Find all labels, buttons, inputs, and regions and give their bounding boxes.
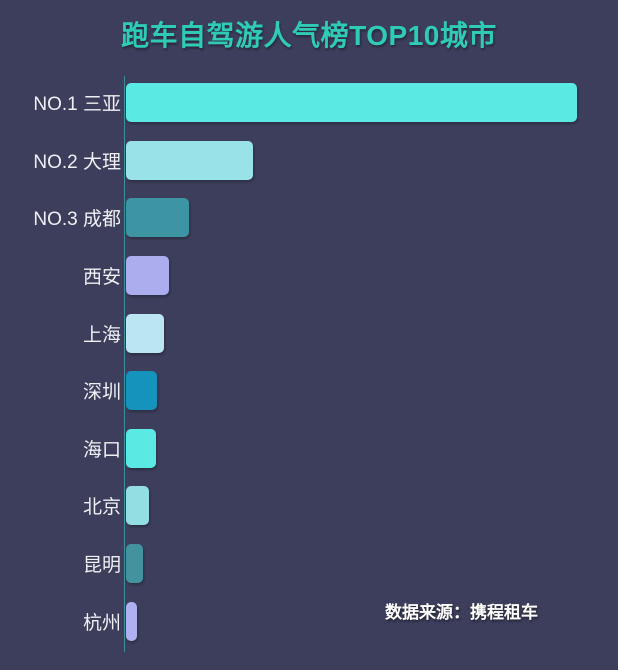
- bar-label: 海口: [82, 439, 121, 461]
- bar-label: 昆明: [82, 555, 121, 577]
- chart-row: NO.3 成都: [0, 189, 618, 247]
- chart-row: 昆明: [0, 535, 618, 593]
- bar: [126, 544, 144, 584]
- bar-label: 深圳: [82, 382, 121, 404]
- bar-label: 北京: [82, 497, 121, 519]
- bar: [126, 256, 169, 296]
- chart-row: 海口: [0, 420, 618, 478]
- bar: [126, 198, 190, 238]
- bar-label: NO.1 三亚: [33, 94, 121, 116]
- bar: [126, 313, 164, 353]
- chart-row: NO.1 三亚: [0, 74, 618, 132]
- y-axis-line: [124, 76, 125, 652]
- bar-label: NO.3 成都: [33, 209, 121, 231]
- bar: [126, 371, 158, 411]
- data-source-note: 数据来源：携程租车: [385, 603, 538, 622]
- chart-row: 杭州: [0, 592, 618, 650]
- bar: [126, 486, 149, 526]
- bar-label: NO.2 大理: [33, 151, 121, 173]
- bar-label: 上海: [82, 324, 121, 346]
- chart-row: 北京: [0, 477, 618, 535]
- bar: [126, 428, 156, 468]
- bar: [126, 601, 137, 641]
- bar-label: 杭州: [82, 612, 121, 634]
- chart-row: NO.2 大理: [0, 132, 618, 190]
- bar: [126, 140, 254, 180]
- chart-title: 跑车自驾游人气榜TOP10城市: [121, 20, 497, 51]
- bar-label: 西安: [82, 267, 121, 289]
- bar-rows-container: NO.1 三亚 NO.2 大理 NO.3 成都西安上海深圳海口北京昆明杭州: [0, 74, 618, 650]
- chart-row: 深圳: [0, 362, 618, 420]
- bar: [126, 83, 577, 123]
- chart-row: 西安: [0, 247, 618, 305]
- chart-row: 上海: [0, 304, 618, 362]
